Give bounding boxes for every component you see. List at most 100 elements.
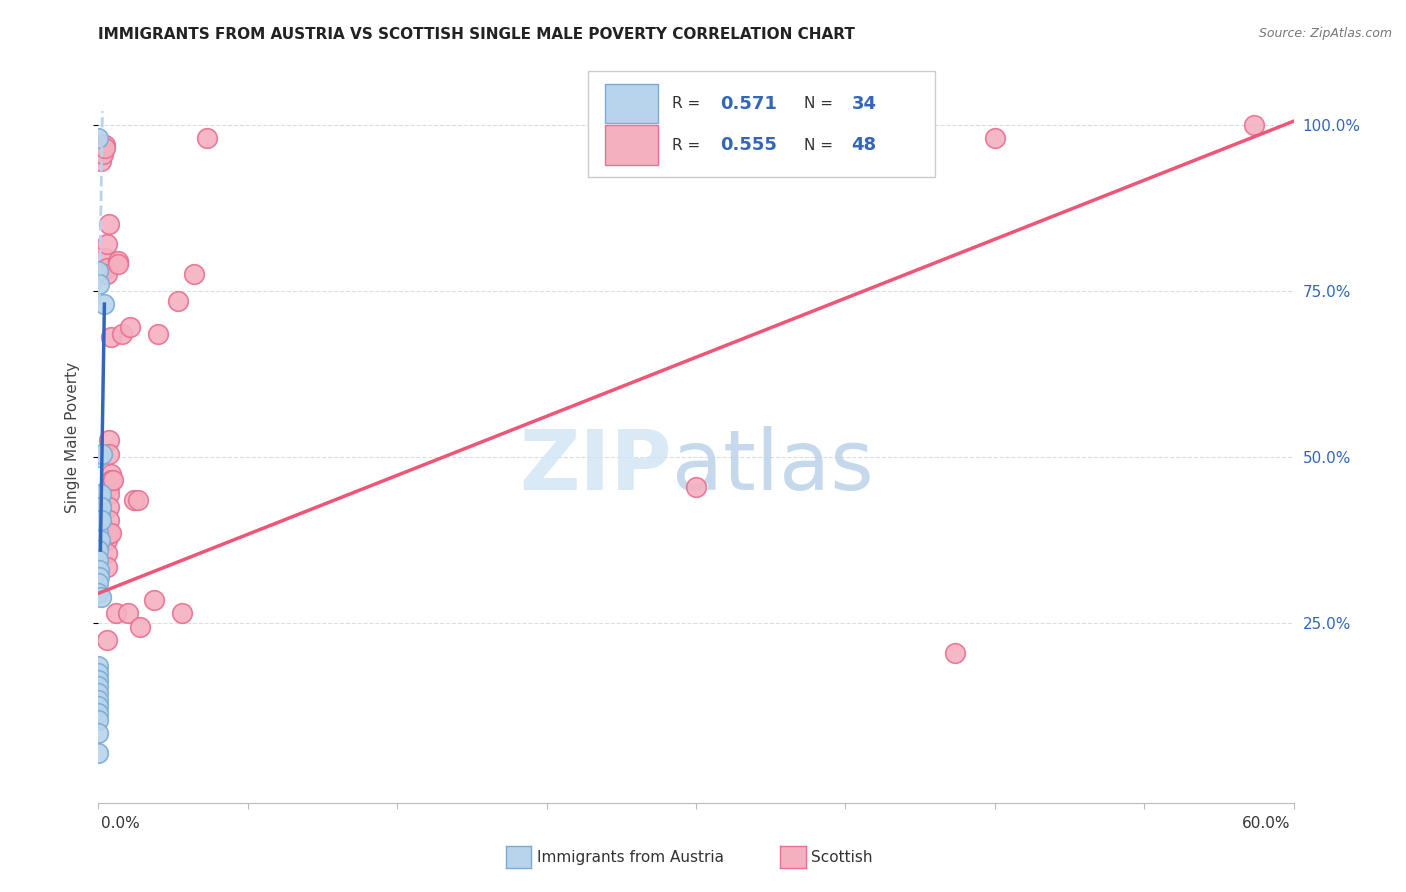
Text: 0.555: 0.555	[720, 136, 776, 154]
Point	[100, 473, 122, 487]
Text: 0.571: 0.571	[720, 95, 776, 112]
Text: Source: ZipAtlas.com: Source: ZipAtlas.com	[1258, 27, 1392, 40]
Point	[87, 509, 110, 524]
Point	[96, 267, 118, 281]
Point	[91, 447, 114, 461]
Text: 48: 48	[852, 136, 876, 154]
Point	[103, 473, 125, 487]
Point	[87, 131, 110, 145]
Point	[111, 326, 134, 341]
Point	[96, 632, 118, 647]
Point	[89, 497, 111, 511]
Point	[143, 593, 166, 607]
Point	[87, 699, 110, 714]
Point	[100, 526, 122, 541]
Point	[94, 137, 117, 152]
Point	[87, 586, 110, 600]
Point	[96, 533, 118, 548]
Point	[98, 513, 121, 527]
Point	[90, 513, 112, 527]
Point	[89, 507, 111, 521]
Point	[90, 486, 112, 500]
Point	[87, 659, 110, 673]
Point	[1243, 118, 1265, 132]
Text: atlas: atlas	[672, 425, 873, 507]
Point	[685, 480, 707, 494]
Point	[96, 260, 118, 275]
Point	[89, 563, 111, 577]
Point	[87, 666, 110, 681]
Point	[100, 330, 122, 344]
Point	[87, 543, 110, 558]
Point	[94, 251, 117, 265]
Text: N =: N =	[804, 96, 838, 111]
Point	[87, 553, 110, 567]
Point	[167, 293, 190, 308]
Point	[98, 217, 121, 231]
Point	[87, 576, 110, 591]
Point	[90, 147, 112, 161]
Point	[172, 607, 194, 621]
Point	[89, 533, 111, 548]
Point	[148, 326, 170, 341]
Point	[96, 237, 118, 252]
Point	[98, 500, 121, 514]
Point	[127, 493, 149, 508]
FancyBboxPatch shape	[605, 126, 658, 165]
Point	[98, 486, 121, 500]
Text: IMMIGRANTS FROM AUSTRIA VS SCOTTISH SINGLE MALE POVERTY CORRELATION CHART: IMMIGRANTS FROM AUSTRIA VS SCOTTISH SING…	[98, 27, 855, 42]
Point	[124, 493, 146, 508]
Point	[107, 253, 129, 268]
Point	[120, 320, 142, 334]
Point	[98, 434, 121, 448]
Point	[89, 490, 111, 504]
Point	[90, 137, 112, 152]
Point	[87, 450, 110, 464]
Point	[87, 264, 110, 278]
Point	[984, 131, 1007, 145]
Text: N =: N =	[804, 137, 838, 153]
Point	[87, 516, 110, 531]
Point	[87, 726, 110, 740]
Point	[117, 607, 139, 621]
Point	[87, 526, 110, 541]
Text: R =: R =	[672, 96, 706, 111]
Point	[90, 590, 112, 604]
Point	[87, 686, 110, 700]
Point	[87, 706, 110, 720]
Point	[100, 467, 122, 481]
Point	[87, 673, 110, 687]
Point	[105, 607, 128, 621]
FancyBboxPatch shape	[605, 84, 658, 123]
Text: ZIP: ZIP	[520, 425, 672, 507]
Point	[90, 154, 112, 169]
Point	[87, 746, 110, 760]
Point	[87, 713, 110, 727]
Point	[98, 526, 121, 541]
Text: Scottish: Scottish	[811, 850, 873, 864]
Text: Immigrants from Austria: Immigrants from Austria	[537, 850, 724, 864]
Point	[90, 144, 112, 158]
Point	[96, 559, 118, 574]
Point	[129, 619, 152, 633]
Text: 60.0%: 60.0%	[1243, 816, 1291, 831]
Point	[98, 480, 121, 494]
Text: R =: R =	[672, 137, 706, 153]
Text: 0.0%: 0.0%	[101, 816, 141, 831]
Point	[87, 692, 110, 706]
Point	[183, 267, 205, 281]
Point	[94, 141, 117, 155]
FancyBboxPatch shape	[588, 71, 935, 178]
Text: 34: 34	[852, 95, 876, 112]
Point	[93, 137, 115, 152]
Point	[96, 546, 118, 560]
Point	[87, 680, 110, 694]
Y-axis label: Single Male Poverty: Single Male Poverty	[65, 361, 80, 513]
Point	[89, 570, 111, 584]
Point	[93, 147, 115, 161]
Point	[89, 277, 111, 292]
Point	[90, 500, 112, 514]
Point	[98, 447, 121, 461]
Point	[107, 257, 129, 271]
Point	[943, 646, 966, 660]
